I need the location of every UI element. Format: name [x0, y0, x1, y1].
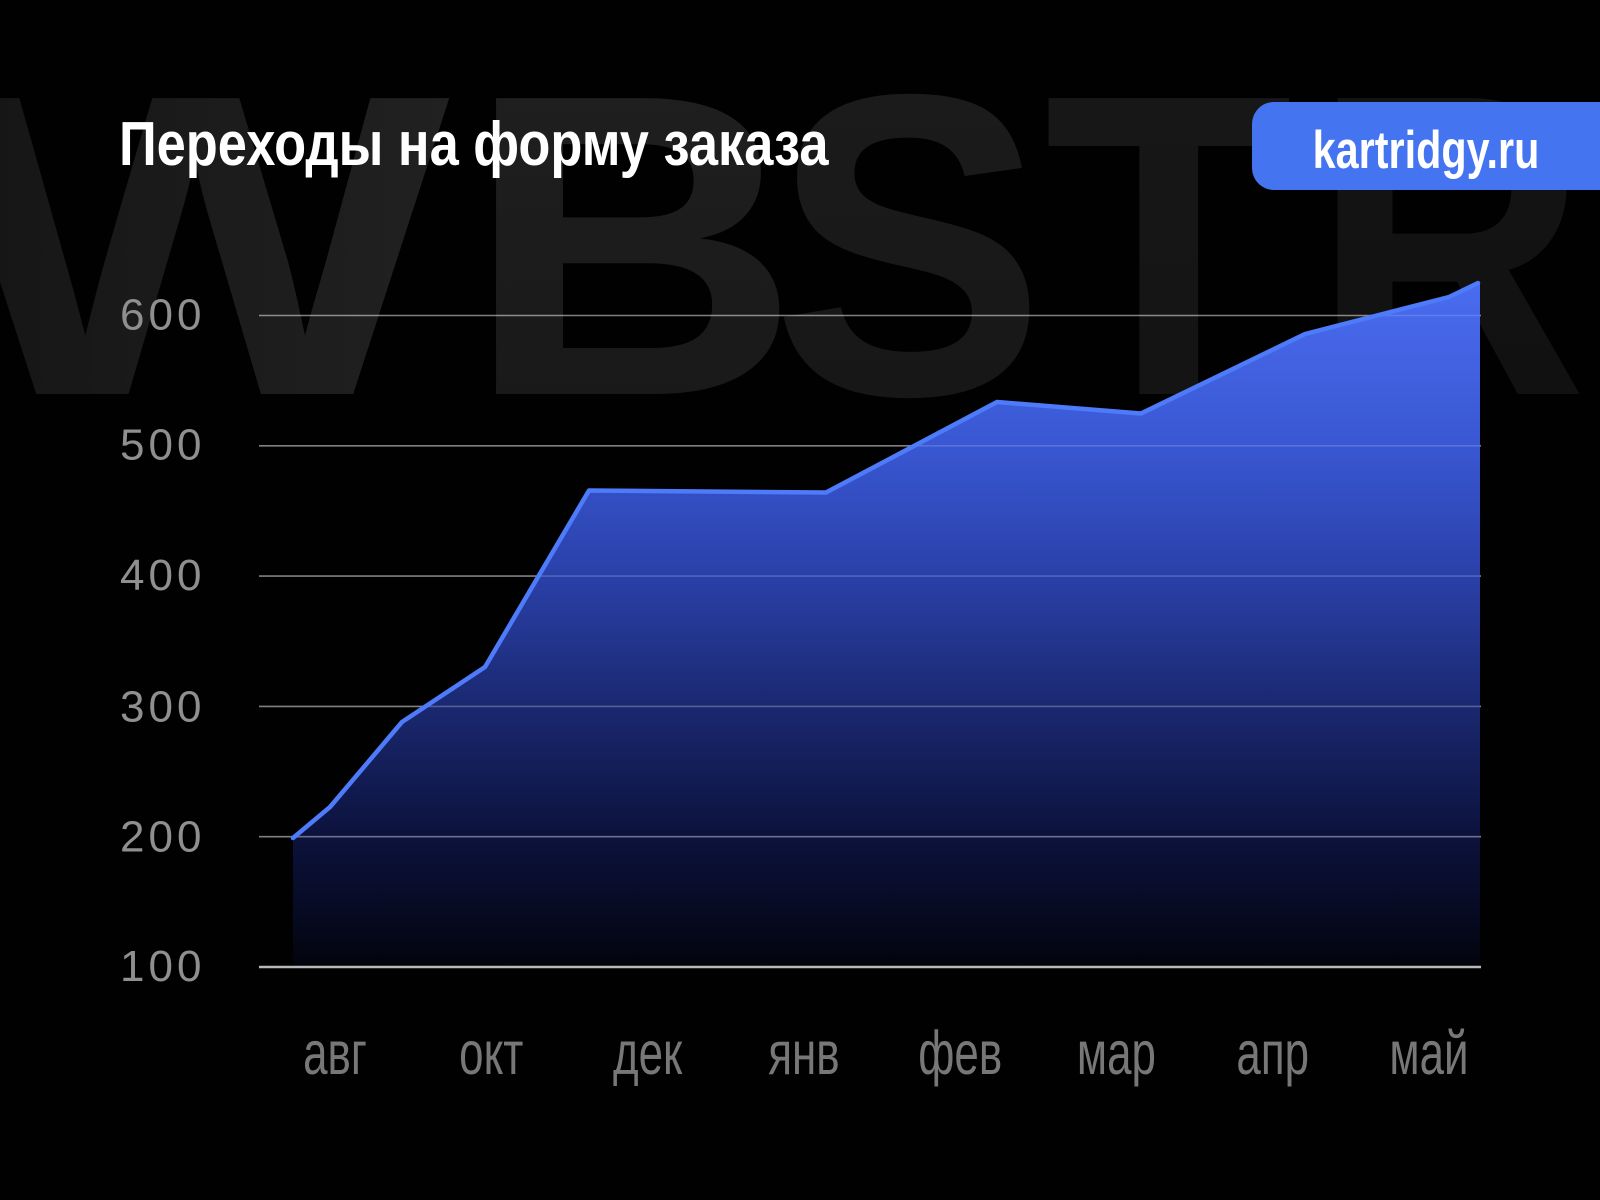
svg-text:авг: авг: [303, 1020, 367, 1088]
svg-text:600: 600: [120, 291, 205, 340]
svg-text:май: май: [1389, 1020, 1468, 1088]
svg-text:апр: апр: [1236, 1020, 1309, 1088]
svg-text:окт: окт: [459, 1020, 523, 1088]
svg-text:100: 100: [120, 942, 205, 991]
svg-text:янв: янв: [768, 1020, 839, 1088]
svg-text:500: 500: [120, 421, 205, 470]
svg-text:300: 300: [120, 682, 205, 731]
svg-text:400: 400: [120, 551, 205, 600]
svg-text:мар: мар: [1077, 1020, 1156, 1088]
svg-text:фев: фев: [918, 1020, 1002, 1088]
svg-text:дек: дек: [613, 1020, 683, 1088]
svg-text:200: 200: [120, 812, 205, 861]
